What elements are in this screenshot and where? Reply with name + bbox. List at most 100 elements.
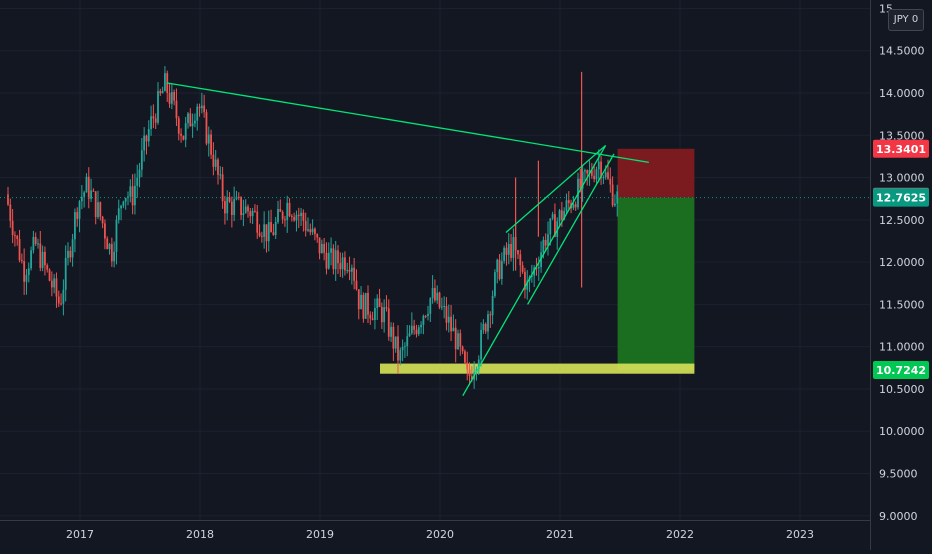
candle-body xyxy=(590,170,593,176)
candle-body xyxy=(41,251,44,268)
candle xyxy=(314,227,316,241)
candle xyxy=(67,242,69,266)
candle xyxy=(316,233,319,243)
candle xyxy=(325,242,328,275)
candle-body xyxy=(300,212,302,217)
candle-body xyxy=(30,250,32,269)
candle-body xyxy=(290,216,293,218)
candle-body xyxy=(284,219,286,221)
candle xyxy=(353,257,356,290)
candle-body xyxy=(450,316,452,332)
candle-body xyxy=(517,250,519,255)
candle-body xyxy=(607,172,609,179)
candle-body xyxy=(611,184,614,206)
candle xyxy=(346,262,349,274)
candle xyxy=(348,256,351,281)
candle-body xyxy=(507,243,510,255)
candle xyxy=(593,163,596,183)
candle-body xyxy=(260,235,263,237)
candle xyxy=(108,242,111,255)
candle-body xyxy=(25,274,28,282)
y-tick-label: 9.5000 xyxy=(879,467,918,480)
candle xyxy=(267,210,270,252)
candle-body xyxy=(233,199,236,216)
candle xyxy=(224,195,226,225)
candle xyxy=(397,325,399,374)
candle-body xyxy=(496,259,499,273)
candle xyxy=(431,275,434,304)
candle-body xyxy=(362,294,365,319)
candle xyxy=(302,209,305,232)
x-tick-label: 2017 xyxy=(66,528,94,541)
candle xyxy=(415,324,418,338)
candle xyxy=(164,66,166,92)
candle-body xyxy=(39,243,42,268)
y-tick-label: 13.0000 xyxy=(879,172,925,185)
candle-body xyxy=(53,278,56,288)
candle-body xyxy=(14,235,16,237)
candle xyxy=(87,167,90,209)
candle-body xyxy=(207,134,210,144)
candle-body xyxy=(263,224,266,237)
candle xyxy=(374,298,376,330)
candle xyxy=(480,322,482,367)
candle xyxy=(46,263,49,273)
candle-body xyxy=(466,362,469,370)
candle-body xyxy=(277,208,279,222)
candle-body xyxy=(314,228,316,235)
x-tick-label: 2023 xyxy=(786,528,814,541)
candle xyxy=(482,319,485,334)
symbol-label[interactable]: JPY 0 xyxy=(888,9,924,31)
candle-body xyxy=(104,223,106,239)
candle xyxy=(390,322,392,343)
candle-body xyxy=(480,329,482,360)
candle-body xyxy=(212,154,215,167)
candle-body xyxy=(346,269,349,271)
candle-body xyxy=(219,174,222,176)
candle xyxy=(281,210,284,224)
candle xyxy=(30,246,32,271)
candle xyxy=(510,234,512,262)
candle xyxy=(180,128,182,143)
candle xyxy=(272,223,275,236)
candle xyxy=(175,88,178,126)
candle-body xyxy=(337,250,339,264)
candle xyxy=(166,70,169,102)
candle xyxy=(159,88,162,96)
candle-body xyxy=(120,205,122,209)
candle-body xyxy=(78,201,81,219)
candle xyxy=(233,186,236,222)
candle xyxy=(104,219,106,250)
candle-body xyxy=(170,91,173,104)
candle-body xyxy=(341,257,344,270)
candle xyxy=(249,207,252,224)
candle xyxy=(173,89,176,106)
candle-body xyxy=(198,106,201,109)
candle xyxy=(417,324,420,337)
candle-body xyxy=(503,247,506,262)
candle xyxy=(122,200,125,209)
candle-body xyxy=(579,178,582,189)
candle-body xyxy=(180,133,182,136)
y-tick-label: 9.0000 xyxy=(879,510,918,523)
candle xyxy=(385,295,388,312)
candle xyxy=(85,173,88,193)
candle-body xyxy=(394,336,397,349)
candle xyxy=(274,216,277,239)
candle xyxy=(147,120,150,147)
candle-body xyxy=(464,351,466,363)
candle xyxy=(265,224,268,253)
candle xyxy=(544,233,547,252)
candle-body xyxy=(46,265,49,270)
candle xyxy=(551,211,554,221)
candle xyxy=(290,214,293,222)
y-tick-label: 12.5000 xyxy=(879,214,925,227)
candle xyxy=(577,172,579,210)
candle xyxy=(32,230,35,254)
candle-body xyxy=(327,252,330,269)
candle-body xyxy=(196,106,199,121)
candle xyxy=(394,336,397,353)
candle xyxy=(320,239,323,254)
